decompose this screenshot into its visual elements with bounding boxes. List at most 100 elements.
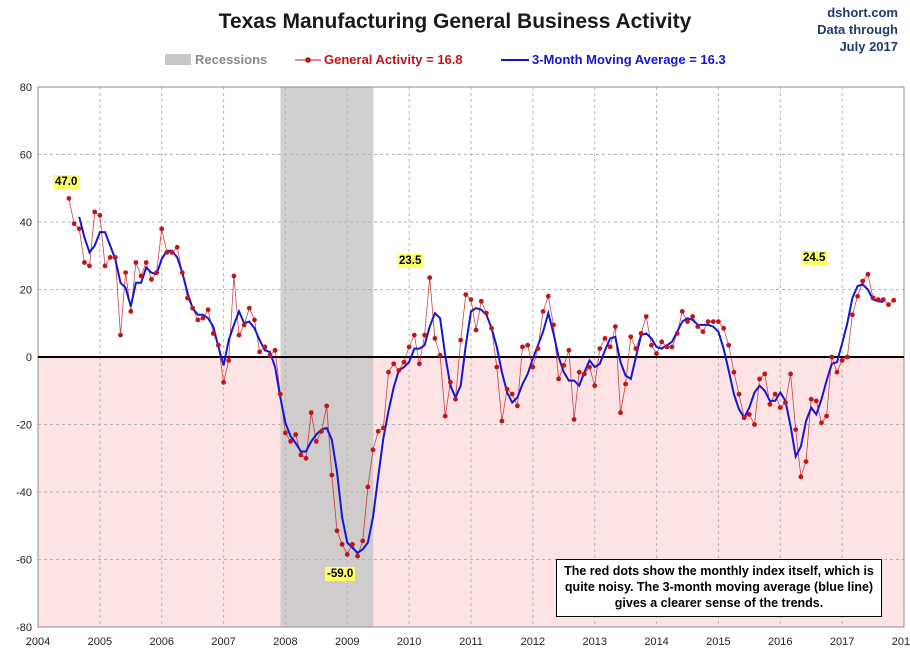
activity-dot <box>860 278 866 284</box>
activity-dot <box>509 391 515 397</box>
activity-dot <box>370 447 376 453</box>
activity-dot <box>551 322 556 328</box>
recession-swatch-icon <box>165 54 191 65</box>
activity-dot <box>602 336 608 341</box>
activity-dot <box>406 344 412 350</box>
activity-dot <box>319 428 324 434</box>
activity-dot <box>107 255 113 260</box>
moving-average-line <box>78 216 884 555</box>
activity-dot <box>381 425 386 431</box>
activity-dot <box>149 277 154 282</box>
activity-dot <box>834 369 840 375</box>
y-tick-label: 60 <box>20 150 32 162</box>
activity-dot <box>870 295 876 301</box>
x-tick-label: 2014 <box>644 636 668 648</box>
x-tick-label: 2013 <box>582 636 606 648</box>
activity-dot <box>700 329 706 335</box>
activity-dot <box>411 332 417 338</box>
y-tick-label: 0 <box>26 352 32 364</box>
activity-dot <box>138 273 144 279</box>
legend-general-activity: General Activity = 16.8 <box>295 52 463 67</box>
activity-dot <box>716 319 721 324</box>
activity-dot <box>185 295 190 301</box>
legend-general-activity-label: General Activity = 16.8 <box>324 52 463 67</box>
x-tick-label: 2010 <box>397 636 421 648</box>
callout-recent: 24.5 <box>801 251 828 265</box>
activity-dot <box>587 364 592 370</box>
activity-dot <box>308 410 314 416</box>
activity-dot <box>654 351 659 356</box>
activity-dot <box>515 403 520 409</box>
activity-dot <box>216 342 221 348</box>
activity-dot <box>886 302 891 308</box>
activity-dot <box>210 331 216 336</box>
activity-dot <box>468 297 474 302</box>
activity-dot <box>386 369 391 375</box>
activity-dot <box>442 413 448 419</box>
explanation-note: The red dots show the monthly index itse… <box>556 559 882 617</box>
source-site: dshort.com <box>827 5 898 20</box>
activity-dot <box>355 553 360 559</box>
activity-dot <box>365 484 371 490</box>
activity-dot <box>303 455 309 461</box>
activity-dot <box>154 270 160 275</box>
activity-dot <box>437 352 443 358</box>
activity-dot <box>494 364 500 370</box>
activity-dot <box>473 327 479 333</box>
activity-dot <box>685 319 690 324</box>
x-tick-label: 2008 <box>273 636 297 648</box>
y-tick-label: 40 <box>20 217 32 229</box>
y-tick-label: 20 <box>20 285 32 297</box>
activity-dot <box>746 412 752 417</box>
activity-dot <box>200 315 206 321</box>
activity-dot <box>545 293 551 299</box>
activity-dot <box>324 403 330 409</box>
activity-dot <box>891 297 897 303</box>
activity-dot <box>66 196 72 201</box>
activity-dot <box>159 226 165 232</box>
activity-dot <box>865 271 871 277</box>
legend-moving-average-label: 3-Month Moving Average = 16.3 <box>532 52 726 67</box>
activity-dot <box>463 292 469 297</box>
activity-dot <box>252 317 257 323</box>
y-tick-label: -40 <box>16 487 32 499</box>
activity-dot <box>808 396 814 402</box>
activity-dot <box>597 346 603 351</box>
activity-dot <box>458 337 464 343</box>
x-tick-label: 2017 <box>830 636 854 648</box>
activity-dot <box>731 369 737 375</box>
activity-dot <box>267 352 273 358</box>
activity-dot <box>556 376 561 382</box>
activity-dot <box>798 474 804 480</box>
activity-dot <box>525 342 531 348</box>
activity-dot <box>628 334 634 340</box>
activity-dot <box>607 344 613 350</box>
activity-dot <box>793 427 799 432</box>
legend-recessions-label: Recessions <box>195 52 268 67</box>
activity-dot <box>530 364 536 370</box>
activity-dot <box>391 361 397 367</box>
y-tick-label: -20 <box>16 420 32 432</box>
activity-dot <box>123 270 128 275</box>
activity-dot <box>566 347 572 353</box>
activity-dot <box>777 405 783 410</box>
activity-dot <box>875 297 881 302</box>
activity-dot <box>448 379 453 385</box>
activity-dot <box>226 358 232 363</box>
activity-dot <box>736 391 742 397</box>
activity-dot <box>283 430 288 436</box>
activity-dot <box>478 298 484 304</box>
activity-dot <box>772 391 778 397</box>
activity-dot <box>169 250 175 255</box>
activity-dot <box>839 358 845 363</box>
activity-dot <box>288 439 293 444</box>
activity-dot <box>92 209 98 215</box>
activity-dot <box>643 314 649 319</box>
activity-dot <box>520 344 525 350</box>
activity-dot <box>375 428 381 434</box>
source-date: July 2017 <box>839 39 898 54</box>
x-tick-label: 2007 <box>211 636 235 648</box>
activity-dot <box>571 417 577 422</box>
activity-dot <box>396 368 402 373</box>
